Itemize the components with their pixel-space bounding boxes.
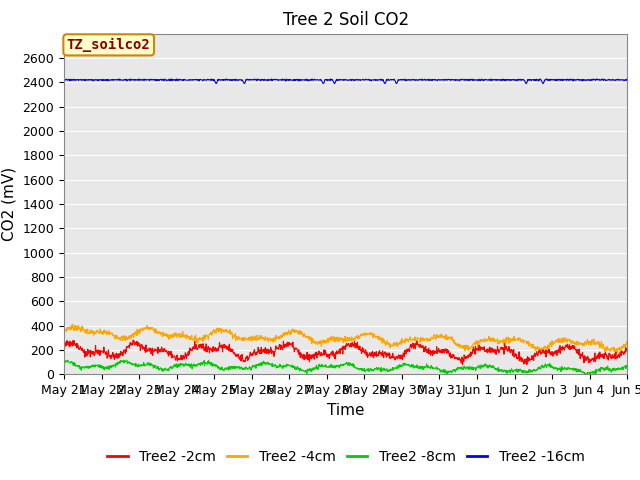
- Text: TZ_soilco2: TZ_soilco2: [67, 38, 150, 52]
- Legend: Tree2 -2cm, Tree2 -4cm, Tree2 -8cm, Tree2 -16cm: Tree2 -2cm, Tree2 -4cm, Tree2 -8cm, Tree…: [101, 444, 590, 470]
- X-axis label: Time: Time: [327, 403, 364, 418]
- Title: Tree 2 Soil CO2: Tree 2 Soil CO2: [282, 11, 409, 29]
- Y-axis label: CO2 (mV): CO2 (mV): [2, 167, 17, 241]
